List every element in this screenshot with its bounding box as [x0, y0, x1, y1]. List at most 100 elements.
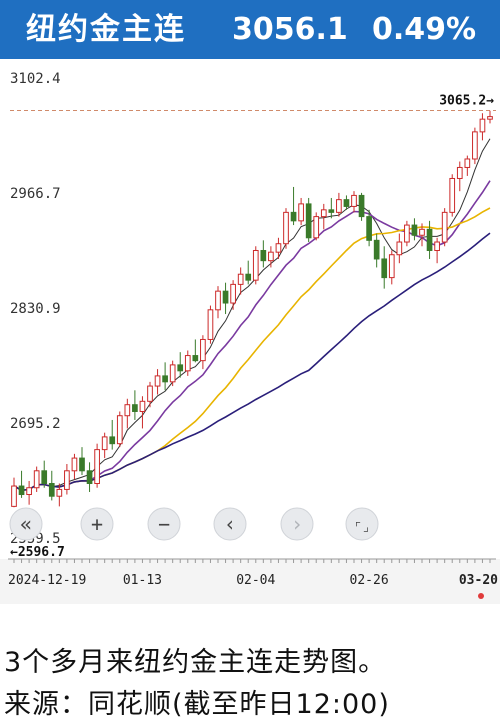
candle-up: [320, 209, 327, 218]
y-tick-label: 2695.2: [10, 416, 61, 432]
candle-up: [336, 199, 342, 213]
control-button-bg: [280, 507, 314, 541]
candle-up: [449, 177, 456, 213]
candle-up: [33, 470, 40, 489]
candle-down: [343, 199, 350, 207]
candle-up: [404, 224, 410, 243]
candle-down: [373, 239, 380, 260]
candle-up: [441, 211, 448, 243]
minus-icon: −: [158, 512, 170, 536]
moving-average-line: [13, 232, 491, 492]
scroll-left-button[interactable]: «: [9, 507, 43, 541]
candle-up: [275, 243, 282, 253]
candle-down: [245, 273, 252, 281]
instrument-title: 纽约金主连: [26, 12, 186, 47]
control-button-bg: [147, 507, 181, 541]
corner-brackets-icon: ⌜⌟: [354, 520, 370, 535]
pan-right-button[interactable]: ›: [280, 507, 314, 541]
candle-down: [222, 290, 229, 304]
chevron-right-icon: ›: [291, 512, 303, 536]
candle-up: [169, 364, 176, 383]
candle-up: [101, 436, 108, 451]
candle-down: [132, 404, 138, 412]
current-price: 3056.1: [232, 12, 348, 47]
candle-down: [162, 375, 168, 383]
zoom-in-button[interactable]: +: [80, 507, 114, 541]
control-button-bg: [213, 507, 247, 541]
candle-up: [26, 487, 32, 496]
candle-up: [94, 449, 100, 485]
candle-up: [419, 228, 425, 236]
candle-up: [464, 158, 471, 168]
candle-down: [41, 470, 48, 485]
low-price-label: ←2596.7: [10, 545, 65, 560]
x-tick-label: 2024-12-19: [8, 573, 86, 588]
candle-up: [298, 203, 304, 222]
candle-up: [11, 485, 17, 507]
x-axis-background: [0, 559, 500, 604]
x-tick-label: 01-13: [123, 573, 162, 588]
candle-up: [207, 309, 214, 340]
plus-icon: +: [91, 512, 103, 536]
candle-up: [71, 457, 78, 472]
candle-up: [139, 400, 146, 412]
candle-up: [434, 241, 440, 251]
quote-header: 纽约金主连 3056.1 0.49%: [0, 0, 500, 59]
change-percent: 0.49%: [372, 12, 477, 47]
candle-up: [252, 249, 259, 281]
y-tick-label: 2966.7: [10, 186, 61, 202]
candle-up: [456, 166, 463, 179]
control-button-bg: [345, 507, 379, 541]
candle-up: [487, 116, 493, 120]
candle-down: [48, 483, 55, 497]
candle-up: [154, 375, 161, 387]
candle-down: [177, 364, 184, 372]
candle-up: [388, 254, 395, 279]
candle-down: [426, 228, 433, 251]
candle-up: [351, 194, 357, 207]
x-tick-label: 02-04: [236, 573, 275, 588]
candle-up: [396, 241, 403, 256]
candle-down: [328, 209, 335, 213]
candle-up: [184, 355, 191, 372]
candle-down: [358, 194, 365, 218]
caption-line-1: 3个多月来纽约金主连走势图。: [4, 647, 387, 678]
candle-up: [200, 338, 206, 362]
candle-down: [79, 457, 85, 472]
y-tick-label: 3102.4: [10, 71, 61, 87]
candle-up: [147, 385, 153, 402]
y-tick-label: 2830.9: [10, 301, 61, 317]
pan-left-button[interactable]: ‹: [213, 507, 247, 541]
control-button-bg: [9, 507, 43, 541]
control-button-bg: [80, 507, 114, 541]
candle-up: [56, 488, 63, 497]
candle-down: [411, 224, 418, 236]
moving-average-line: [13, 180, 491, 492]
reset-view-button[interactable]: ⌜⌟: [345, 507, 379, 541]
zoom-out-button[interactable]: −: [147, 507, 181, 541]
candle-down: [86, 470, 93, 485]
candle-up: [313, 216, 320, 239]
double-chevron-left-icon: «: [20, 512, 32, 536]
candle-down: [366, 216, 372, 241]
candle-down: [305, 203, 312, 239]
candle-up: [215, 290, 221, 311]
candle-up: [230, 283, 236, 304]
candle-up: [472, 131, 478, 160]
chart-area[interactable]: 3102.4 2966.7 2830.9 2695.2 2559.5 3065.2→ ←25…: [0, 59, 500, 604]
caption-line-2: 来源：同花顺(截至昨日12:00): [4, 689, 390, 720]
current-date-dot: [478, 593, 484, 599]
candle-up: [64, 470, 70, 490]
candle-up: [116, 415, 123, 445]
high-price-label: 3065.2→: [439, 94, 494, 109]
candle-up: [268, 251, 274, 262]
candlestick-chart[interactable]: 3102.42966.72830.92695.22559.53065.2→←25…: [0, 59, 500, 604]
x-tick-label: 02-26: [350, 573, 389, 588]
candle-up: [283, 211, 289, 245]
candle-up: [124, 404, 131, 417]
chevron-left-icon: ‹: [224, 512, 236, 536]
candle-down: [381, 258, 388, 279]
candle-down: [18, 485, 25, 496]
candle-down: [192, 355, 199, 362]
candle-up: [237, 273, 244, 285]
